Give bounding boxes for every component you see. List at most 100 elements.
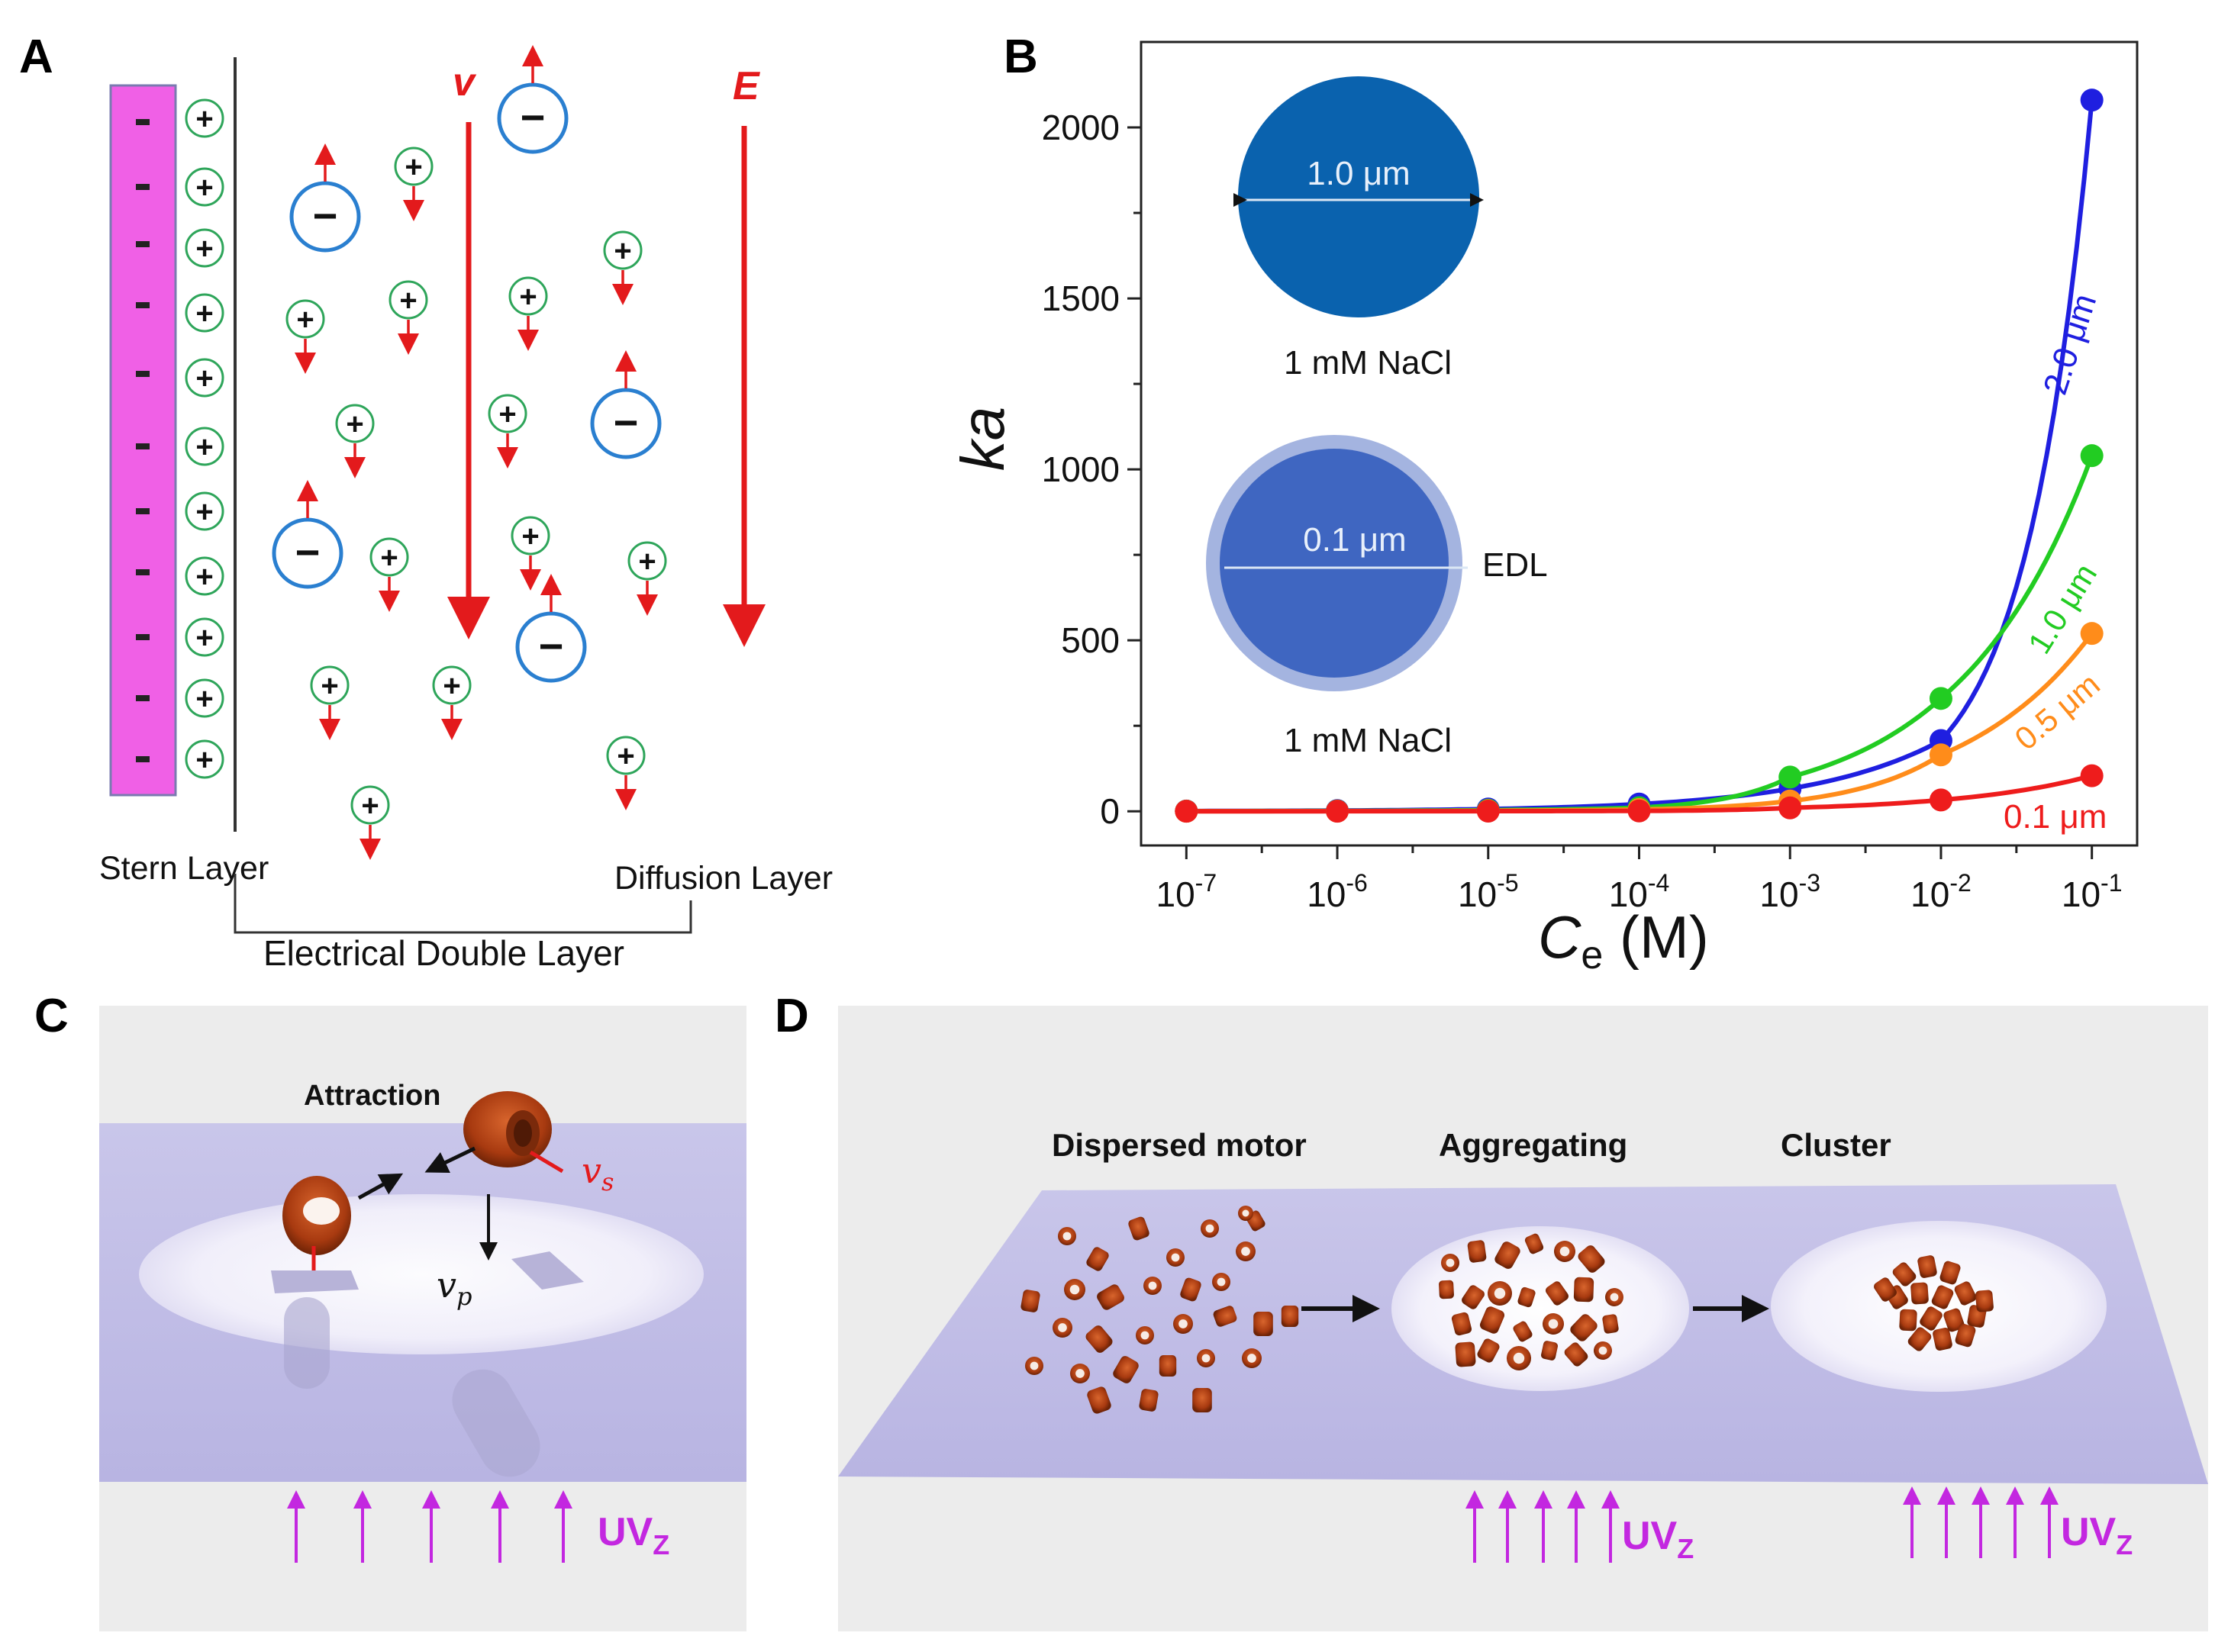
panel-label-a: A	[19, 31, 53, 83]
vp-label: vp	[437, 1264, 472, 1311]
micromotor-body	[1281, 1306, 1299, 1327]
cation-sign: +	[195, 232, 213, 266]
micromotor-body	[1085, 1325, 1113, 1353]
micromotor-hole	[1217, 1277, 1226, 1286]
micromotor	[1605, 1288, 1623, 1306]
micromotor	[1907, 1327, 1932, 1351]
cation-circle	[185, 98, 224, 138]
micromotor-hole	[1069, 1284, 1080, 1295]
micromotor	[1955, 1323, 1976, 1348]
micromotor-body	[1213, 1306, 1237, 1327]
y-axis-label: ka	[949, 407, 1017, 472]
micromotor	[1874, 1277, 1897, 1302]
panel-label-d: D	[775, 990, 809, 1042]
micromotor	[1954, 1281, 1977, 1306]
attraction-arrow-right	[424, 1146, 476, 1174]
data-point	[1778, 765, 1802, 789]
micromotor	[1455, 1341, 1476, 1367]
stern-layer-ions: + + + + + + + + + + +	[185, 98, 224, 779]
x-tick-label: 10-2	[1910, 869, 1972, 914]
cation-circle	[185, 293, 224, 333]
micromotor-body	[1086, 1247, 1109, 1271]
data-point	[2080, 444, 2104, 468]
micromotor-body	[1578, 1245, 1605, 1273]
cation-sign: +	[361, 789, 379, 823]
micromotor	[1943, 1308, 1965, 1332]
cation-circle	[185, 678, 224, 718]
micromotor-body	[1253, 1312, 1273, 1336]
uv-arrows-d-aggregating	[1465, 1490, 1620, 1563]
cation-sign: +	[195, 102, 213, 136]
micromotor-hole	[1062, 1232, 1072, 1241]
micromotor-hole	[1148, 1281, 1157, 1290]
micromotor	[1212, 1273, 1230, 1291]
anion-circle	[272, 517, 343, 589]
cation: +	[627, 541, 667, 616]
surface-minus-charge	[136, 119, 150, 125]
cluster-motors	[1874, 1255, 1994, 1351]
micromotor-body	[1159, 1355, 1177, 1377]
cation-circle	[185, 491, 224, 531]
inset-small-diameter: 0.1 μm	[1303, 521, 1406, 559]
cation-circle	[350, 785, 390, 825]
cation: +	[185, 617, 224, 657]
micromotor-body	[1020, 1290, 1040, 1312]
cation-circle	[432, 665, 472, 705]
cation-sign: +	[195, 430, 213, 464]
surface-minus-charge	[136, 371, 150, 377]
micromotor	[1070, 1364, 1090, 1383]
charged-surface	[109, 84, 177, 797]
cation-circle	[185, 228, 224, 268]
cation: +	[185, 427, 224, 466]
anion-sign: −	[614, 398, 639, 446]
x-axis-label: Ce (M)	[1538, 903, 1709, 977]
cation-sign: +	[195, 743, 213, 777]
micromotor-body	[1479, 1306, 1505, 1334]
cation: +	[394, 147, 434, 221]
cation: +	[185, 98, 224, 138]
cation-circle	[627, 541, 667, 581]
micromotor	[1143, 1277, 1162, 1295]
micromotor-body	[1128, 1216, 1149, 1241]
micromotor	[1201, 1219, 1219, 1238]
micromotor-body	[1451, 1312, 1472, 1336]
micromotor	[1554, 1241, 1575, 1262]
micromotor	[1113, 1356, 1139, 1383]
cation: +	[185, 491, 224, 531]
cation: +	[606, 736, 646, 810]
micromotor-hole	[1559, 1246, 1570, 1257]
uv-arrows-c	[287, 1490, 572, 1563]
micromotor	[1892, 1262, 1917, 1286]
x-tick-label: 10-5	[1458, 869, 1519, 914]
micromotor	[1087, 1386, 1111, 1414]
anion-sign: −	[521, 93, 546, 141]
series-label-01um: 0.1 μm	[2004, 798, 2107, 836]
x-tick-label: 10-3	[1759, 869, 1820, 914]
cation-sign: +	[399, 284, 417, 317]
micromotor-body	[1910, 1282, 1929, 1305]
micromotor	[1570, 1314, 1598, 1341]
micromotor-body	[1439, 1280, 1454, 1299]
cation-sign: +	[195, 171, 213, 204]
micromotor-body	[1467, 1240, 1487, 1263]
micromotor	[1899, 1309, 1917, 1332]
micromotor-body	[1192, 1388, 1212, 1412]
micromotor-hole	[1247, 1354, 1256, 1363]
surface-minus-charge	[136, 634, 150, 640]
cation: +	[185, 293, 224, 333]
micromotor-body	[1545, 1281, 1569, 1306]
micromotor	[1939, 1261, 1961, 1285]
cation: +	[185, 739, 224, 779]
data-point	[2080, 622, 2104, 646]
micromotor-body	[1954, 1281, 1977, 1306]
cation-circle	[606, 736, 646, 775]
micromotor	[1975, 1290, 1994, 1312]
cation-circle	[185, 739, 224, 779]
micromotor-body	[1477, 1338, 1500, 1363]
surface-minus-charge	[136, 695, 150, 701]
micromotor-body	[1907, 1327, 1932, 1351]
cation: +	[335, 404, 375, 478]
anion: −	[515, 574, 587, 683]
cation: +	[603, 230, 643, 305]
micromotor	[1242, 1348, 1262, 1368]
